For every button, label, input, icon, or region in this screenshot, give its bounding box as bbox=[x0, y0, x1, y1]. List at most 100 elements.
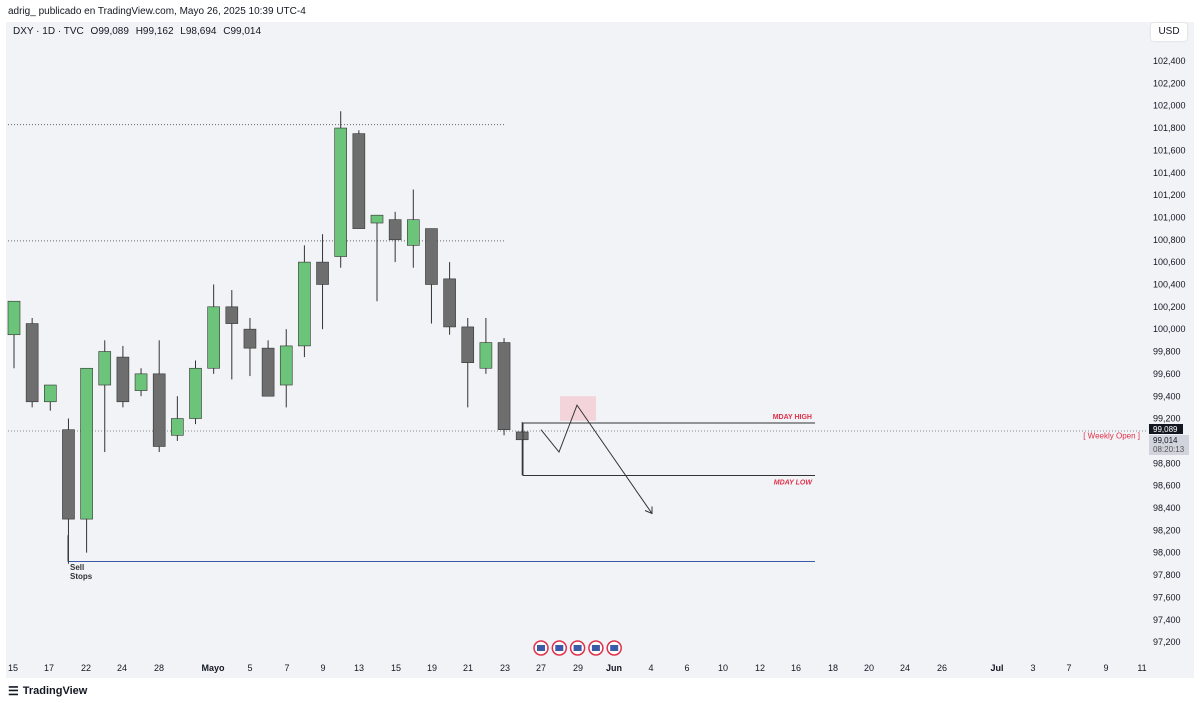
x-tick-label: 7 bbox=[284, 663, 289, 673]
brand-name: TradingView bbox=[22, 685, 88, 697]
candle-body bbox=[62, 429, 75, 520]
candle-body bbox=[443, 278, 456, 328]
y-tick-label: 101,800 bbox=[1153, 123, 1186, 133]
y-tick-label: 99,800 bbox=[1153, 347, 1181, 357]
x-tick-label: 19 bbox=[427, 663, 437, 673]
x-tick-label: 3 bbox=[1030, 663, 1035, 673]
event-flag-icon bbox=[537, 645, 545, 651]
y-tick-label: 101,600 bbox=[1153, 145, 1186, 155]
x-tick-label: 21 bbox=[463, 663, 473, 673]
event-flag-icon bbox=[610, 645, 619, 651]
footer-brand: ☰ TradingView bbox=[8, 684, 87, 698]
tv-logo-icon: ☰ bbox=[8, 684, 19, 698]
mday-high-label: MDAY HIGH bbox=[773, 414, 812, 421]
highlight-box bbox=[560, 396, 596, 421]
x-tick-label: 9 bbox=[1103, 663, 1108, 673]
x-tick-label: 17 bbox=[44, 663, 54, 673]
x-tick-label: 15 bbox=[8, 663, 18, 673]
ohlc-high: H99,162 bbox=[135, 26, 174, 37]
candle-body bbox=[243, 328, 257, 349]
candle-body bbox=[207, 306, 220, 369]
candle-body bbox=[479, 342, 493, 369]
x-tick-label: 12 bbox=[755, 663, 765, 673]
candle-body bbox=[406, 219, 420, 246]
countdown-label: 08:20:13 bbox=[1153, 445, 1185, 454]
candle-body bbox=[388, 219, 402, 241]
candle-body bbox=[279, 345, 293, 386]
candle-body bbox=[497, 342, 511, 431]
mday-low-label: MDAY LOW bbox=[774, 480, 814, 487]
y-tick-label: 102,200 bbox=[1153, 78, 1186, 88]
event-flag-icon bbox=[573, 645, 582, 651]
candle-body bbox=[316, 261, 329, 285]
candle-body bbox=[7, 300, 21, 336]
y-tick-label: 99,400 bbox=[1153, 391, 1181, 401]
y-tick-label: 97,600 bbox=[1153, 592, 1181, 602]
y-tick-label: 101,400 bbox=[1153, 168, 1186, 178]
y-tick-label: 99,600 bbox=[1153, 369, 1181, 379]
y-tick-label: 101,000 bbox=[1153, 212, 1186, 222]
ohlc-close: C99,014 bbox=[223, 26, 262, 37]
y-tick-label: 102,400 bbox=[1153, 56, 1186, 66]
candle-body bbox=[515, 431, 529, 441]
x-tick-label: 23 bbox=[500, 663, 510, 673]
projection-path bbox=[540, 404, 653, 514]
x-tick-label: 16 bbox=[791, 663, 801, 673]
candle-body bbox=[98, 351, 112, 386]
candle-body bbox=[352, 133, 366, 229]
weekly-open-label: [ Weekly Open ] bbox=[1083, 431, 1140, 440]
x-tick-label: 24 bbox=[117, 663, 127, 673]
close-price-tag bbox=[1149, 435, 1189, 455]
candle-body bbox=[116, 356, 130, 403]
x-tick-label: 26 bbox=[937, 663, 947, 673]
x-tick-label: 24 bbox=[900, 663, 910, 673]
x-tick-label: 18 bbox=[828, 663, 838, 673]
candle-body bbox=[225, 306, 239, 324]
sell-stops-label: Sell bbox=[70, 563, 84, 572]
x-tick-label: 22 bbox=[81, 663, 91, 673]
candle-body bbox=[80, 367, 93, 520]
candle-body bbox=[370, 214, 384, 224]
x-tick-label: 10 bbox=[718, 663, 728, 673]
candle-body bbox=[25, 323, 39, 403]
x-tick-label: 13 bbox=[354, 663, 364, 673]
y-tick-label: 100,200 bbox=[1153, 302, 1186, 312]
candle-body bbox=[461, 326, 475, 363]
x-tick-label: 29 bbox=[573, 663, 583, 673]
x-tick-label: 28 bbox=[154, 663, 164, 673]
x-tick-label: Jun bbox=[606, 663, 622, 673]
x-tick-label: 20 bbox=[864, 663, 874, 673]
y-tick-label: 98,400 bbox=[1153, 503, 1181, 513]
y-tick-label: 97,800 bbox=[1153, 570, 1181, 580]
sell-stops-label: Stops bbox=[70, 572, 93, 581]
symbol-legend: DXY · 1D · TVC O99,089 H99,162 L98,694 C… bbox=[13, 26, 265, 37]
y-tick-label: 102,000 bbox=[1153, 101, 1186, 111]
currency-button[interactable]: USD bbox=[1151, 23, 1187, 41]
last-price-label: 99,089 bbox=[1153, 425, 1178, 434]
candle-body bbox=[134, 373, 148, 391]
candle-body bbox=[298, 261, 311, 347]
x-tick-label: 7 bbox=[1066, 663, 1071, 673]
y-tick-label: 100,600 bbox=[1153, 257, 1186, 267]
y-tick-label: 100,800 bbox=[1153, 235, 1186, 245]
y-tick-label: 98,200 bbox=[1153, 525, 1181, 535]
symbol-name[interactable]: DXY · 1D · TVC bbox=[13, 26, 84, 37]
chart-area[interactable] bbox=[6, 22, 1194, 678]
ohlc-open: O99,089 bbox=[90, 26, 129, 37]
x-tick-label: 9 bbox=[320, 663, 325, 673]
x-tick-label: 4 bbox=[648, 663, 653, 673]
y-tick-label: 100,400 bbox=[1153, 280, 1186, 290]
candle-body bbox=[425, 228, 438, 285]
candle-body bbox=[171, 418, 184, 436]
projection-arrowhead bbox=[644, 506, 653, 515]
y-tick-label: 98,000 bbox=[1153, 548, 1181, 558]
x-tick-label: 27 bbox=[536, 663, 546, 673]
candle-body bbox=[261, 347, 275, 397]
y-tick-label: 99,200 bbox=[1153, 414, 1181, 424]
y-tick-label: 97,200 bbox=[1153, 637, 1181, 647]
x-tick-label: 15 bbox=[391, 663, 401, 673]
y-tick-label: 98,600 bbox=[1153, 481, 1181, 491]
y-tick-label: 100,000 bbox=[1153, 324, 1186, 334]
close-price-label: 99,014 bbox=[1153, 436, 1178, 445]
